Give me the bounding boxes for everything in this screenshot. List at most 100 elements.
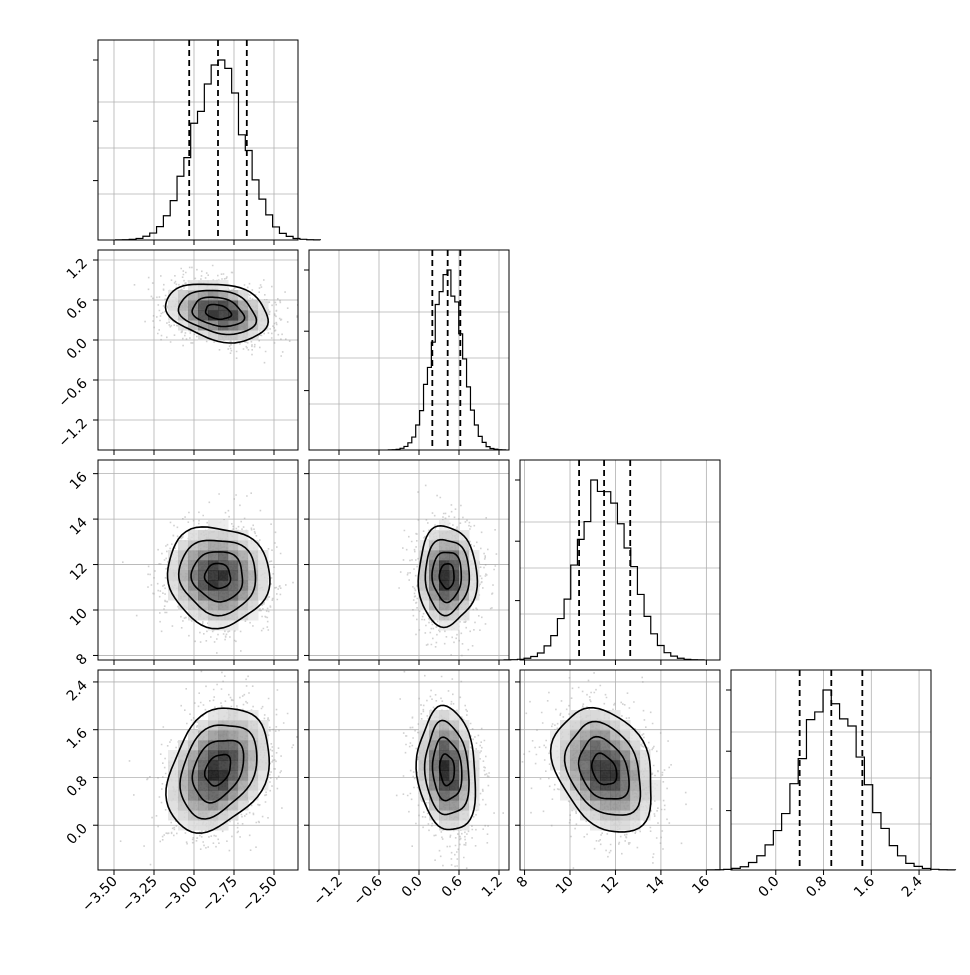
density-cell — [168, 290, 179, 301]
density-cell — [580, 780, 591, 791]
density-cell — [168, 780, 179, 791]
density-cell — [419, 750, 430, 761]
density-cell — [168, 300, 179, 311]
density-cell — [439, 530, 450, 541]
x-tick-label: 0.0 — [756, 874, 783, 901]
density-cell — [218, 290, 229, 301]
density-cell — [640, 780, 651, 791]
density-cell — [198, 780, 209, 791]
density-cell — [419, 550, 430, 561]
density-panel-3-2: 8 10 12 14 16 — [514, 669, 721, 898]
density-cell — [228, 620, 239, 631]
density-cell — [258, 760, 269, 771]
density-cell — [439, 540, 450, 551]
panel-content — [521, 672, 713, 869]
density-cell — [449, 620, 460, 631]
density-cell — [168, 570, 179, 581]
density-cell — [218, 780, 229, 791]
density-cell — [630, 820, 641, 831]
density-cell — [238, 550, 249, 561]
density-cell — [178, 600, 189, 611]
density-cell — [218, 730, 229, 741]
density-cell — [198, 750, 209, 761]
density-cell — [590, 720, 601, 731]
panel-content — [133, 264, 298, 364]
density-cell — [238, 570, 249, 581]
density-cell — [610, 720, 621, 731]
density-panel-1-0: −1.2 −0.6 0.0 0.6 1.2 — [55, 249, 299, 455]
density-cell — [198, 770, 209, 781]
y-tick-label: 8 — [73, 651, 91, 669]
density-cell — [580, 760, 591, 771]
panel-content — [119, 670, 298, 870]
density-cell — [258, 590, 269, 601]
density-cell — [188, 800, 199, 811]
density-cell — [208, 560, 219, 571]
density-cell — [218, 620, 229, 631]
contour-line — [204, 303, 233, 321]
x-tick-label: 1.2 — [479, 874, 506, 901]
density-cell — [610, 730, 621, 741]
contour-line — [577, 735, 630, 800]
y-tick-label: −1.2 — [55, 416, 90, 451]
density-cell — [218, 600, 229, 611]
density-cell — [258, 770, 269, 781]
contour-line — [203, 562, 232, 590]
density-cell — [208, 540, 219, 551]
density-cell — [208, 620, 219, 631]
density-cell — [469, 790, 480, 801]
density-cell — [429, 760, 440, 771]
density-cell — [600, 820, 611, 831]
density-cell — [640, 810, 651, 821]
density-cell — [228, 290, 239, 301]
density-cell — [429, 780, 440, 791]
density-cell — [258, 720, 269, 731]
density-cell — [178, 320, 189, 331]
density-cell — [469, 590, 480, 601]
density-cell — [218, 810, 229, 821]
density-cell — [580, 750, 591, 761]
density-cell — [208, 800, 219, 811]
density-cell — [600, 740, 611, 751]
density-cell — [218, 760, 229, 771]
density-cell — [449, 720, 460, 731]
density-cell — [218, 320, 229, 331]
y-tick-label: 1.2 — [64, 256, 91, 283]
histogram-step — [706, 689, 957, 871]
density-cell — [258, 730, 269, 741]
density-cell — [600, 800, 611, 811]
density-cell — [208, 730, 219, 741]
density-cell — [218, 540, 229, 551]
density-cell — [238, 530, 249, 541]
density-cell — [198, 290, 209, 301]
density-cell — [630, 800, 641, 811]
density-cell — [218, 580, 229, 591]
density-cell — [248, 730, 259, 741]
density-cell — [449, 550, 460, 561]
panel-content — [398, 484, 498, 657]
density-cell — [439, 750, 450, 761]
density-cell — [188, 740, 199, 751]
density-cell — [469, 560, 480, 571]
contour-line — [438, 563, 455, 590]
density-cell — [218, 300, 229, 311]
density-cell — [429, 610, 440, 621]
density-cell — [600, 720, 611, 731]
density-cell — [198, 600, 209, 611]
density-cell — [459, 810, 470, 821]
density-cell — [600, 730, 611, 741]
density-cell — [188, 580, 199, 591]
density-cell — [228, 580, 239, 591]
x-tick-label: −3.50 — [79, 874, 121, 916]
density-cell — [590, 770, 601, 781]
density-cell — [419, 780, 430, 791]
x-tick-label: 12 — [598, 874, 622, 898]
density-panel-2-0: 8 10 12 14 16 — [67, 459, 299, 669]
density-cell — [228, 800, 239, 811]
density-cell — [620, 760, 631, 771]
density-cell — [238, 580, 249, 591]
density-cell — [459, 590, 470, 601]
density-cell — [238, 600, 249, 611]
density-cell — [208, 600, 219, 611]
